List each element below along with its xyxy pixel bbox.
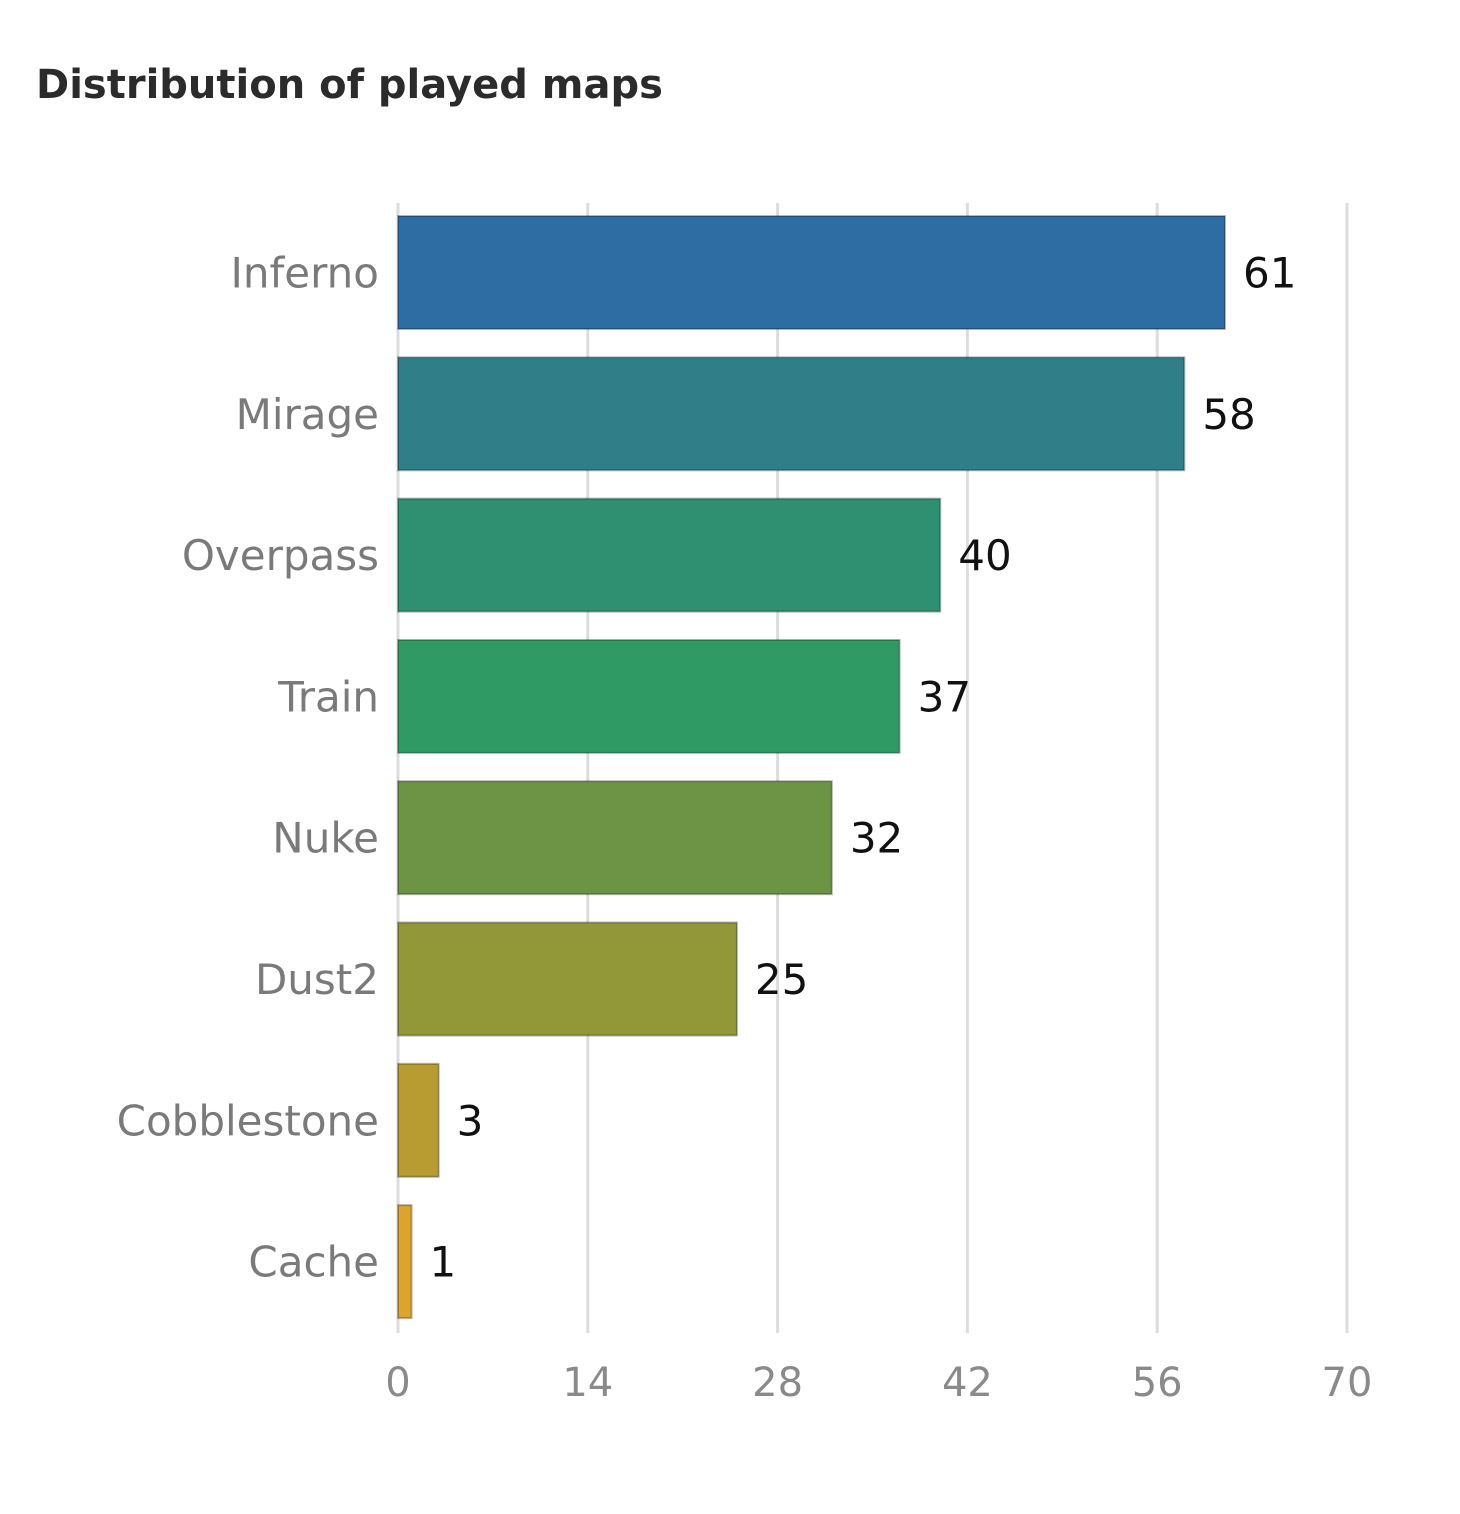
x-tick-label: 56 xyxy=(1132,1360,1183,1406)
bar-train xyxy=(397,638,901,754)
x-tick-label: 70 xyxy=(1322,1360,1373,1406)
category-label: Cache xyxy=(248,1238,379,1287)
category-label: Cobblestone xyxy=(117,1096,379,1145)
value-label: 40 xyxy=(958,531,1011,580)
bar-cobblestone xyxy=(397,1062,440,1178)
x-axis-ticks: 0 14 28 42 56 70 xyxy=(385,1360,1372,1406)
bar-dust2 xyxy=(397,921,738,1037)
value-labels: 61 58 40 37 32 25 3 1 xyxy=(430,249,1297,1287)
x-tick-label: 14 xyxy=(562,1360,613,1406)
bar-inferno xyxy=(397,215,1226,330)
category-label: Nuke xyxy=(272,814,379,863)
x-tick-label: 42 xyxy=(942,1360,993,1406)
category-label: Mirage xyxy=(236,390,379,439)
bar-layer xyxy=(397,215,1226,1320)
bar-overpass xyxy=(397,497,942,613)
x-tick-label: 28 xyxy=(752,1360,803,1406)
category-label: Train xyxy=(277,672,379,721)
category-labels: Inferno Mirage Overpass Train Nuke Dust2 Cobbl… xyxy=(117,249,379,1287)
value-label: 37 xyxy=(918,672,971,721)
category-label: Overpass xyxy=(182,531,379,580)
value-label: 3 xyxy=(457,1096,484,1145)
value-label: 58 xyxy=(1202,390,1255,439)
category-label: Dust2 xyxy=(255,955,379,1004)
value-label: 61 xyxy=(1243,249,1296,298)
value-label: 32 xyxy=(850,814,903,863)
chart-title: Distribution of played maps xyxy=(36,62,663,108)
bar-nuke xyxy=(397,780,833,896)
value-label: 1 xyxy=(430,1238,457,1287)
bar-mirage xyxy=(397,356,1186,472)
bar-cache xyxy=(397,1204,413,1320)
x-tick-label: 0 xyxy=(385,1360,410,1406)
category-label: Inferno xyxy=(231,249,379,298)
value-label: 25 xyxy=(755,955,808,1004)
